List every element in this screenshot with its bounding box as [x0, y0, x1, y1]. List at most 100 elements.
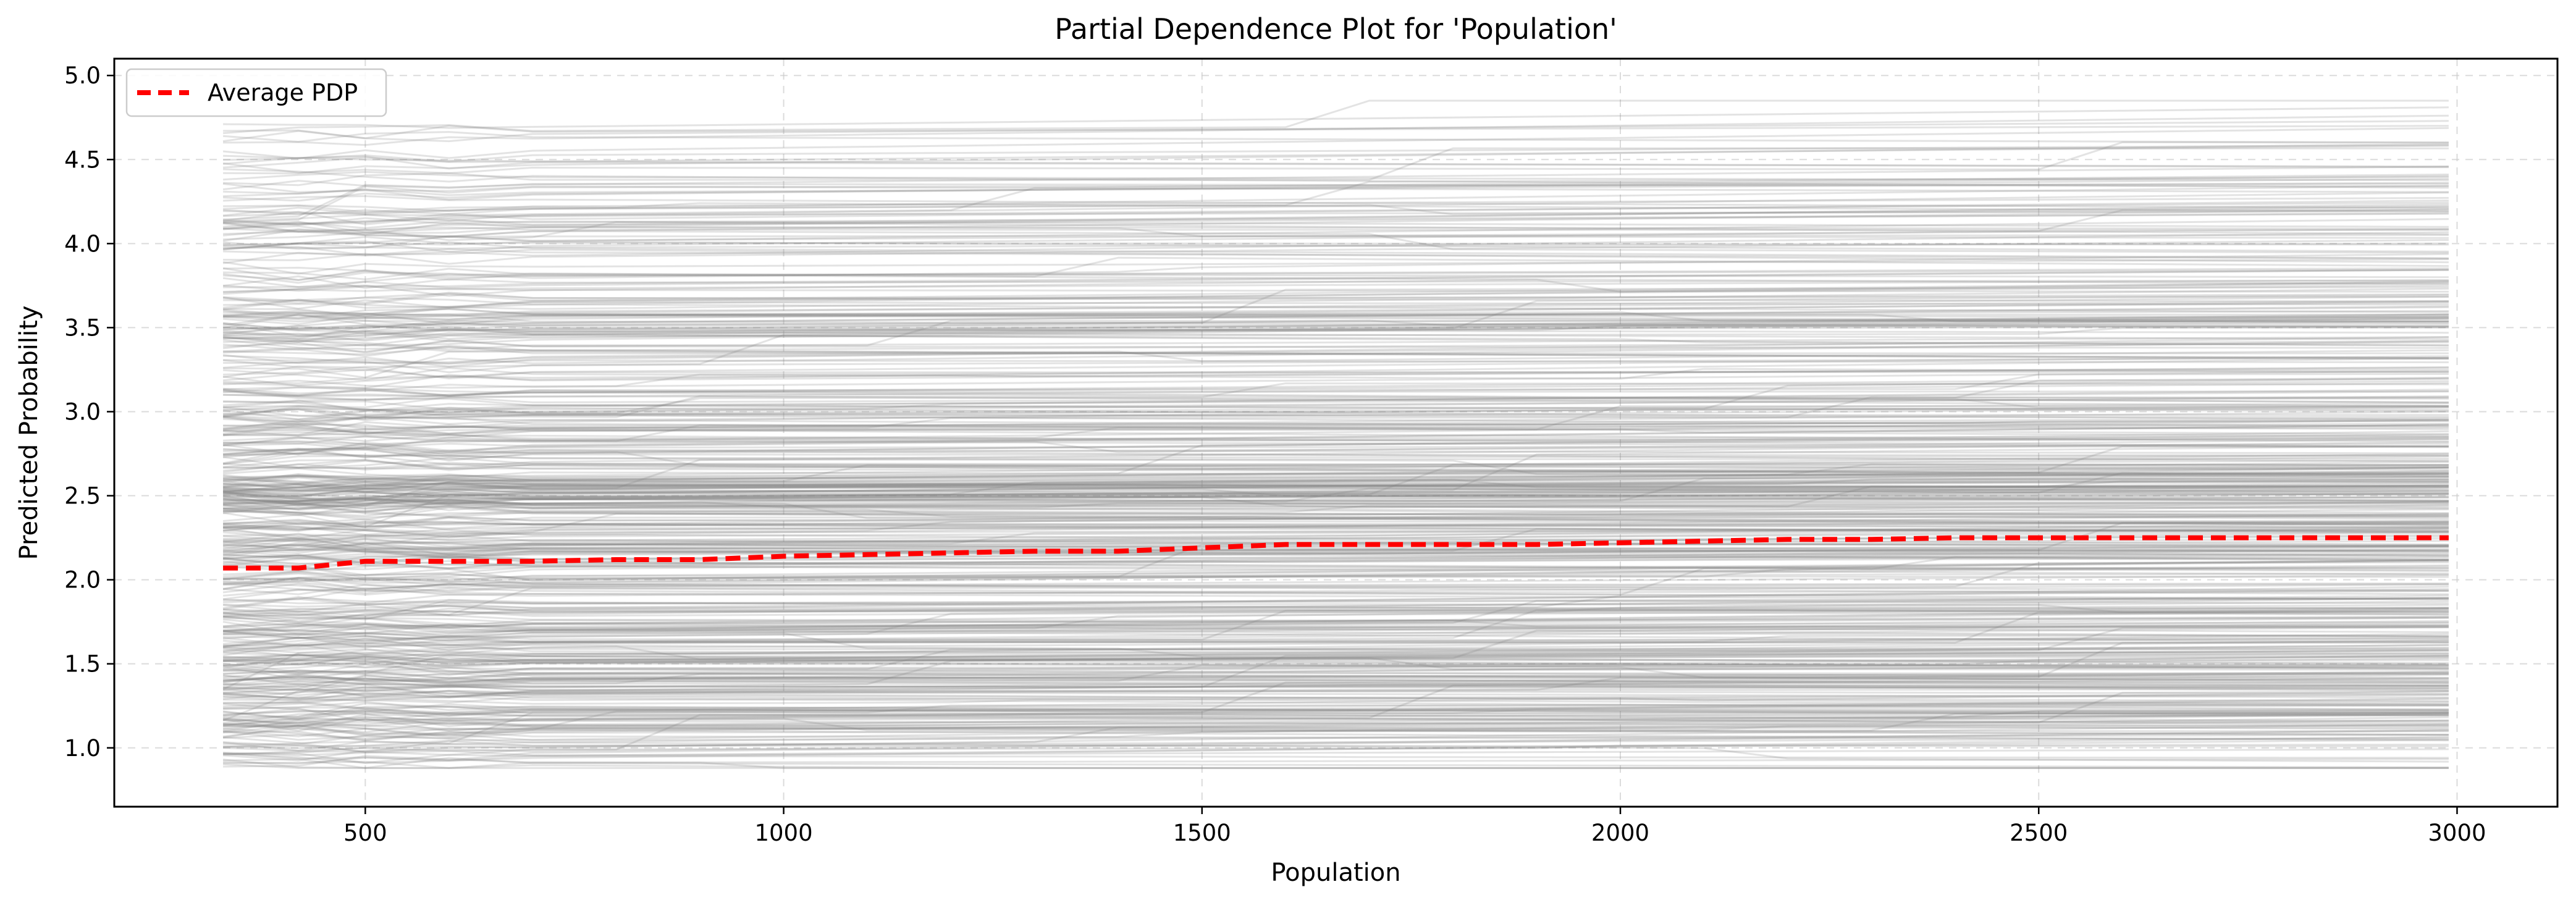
ice-curve: [223, 654, 2449, 670]
ice-curve: [223, 576, 2449, 595]
ice-curve: [223, 279, 2449, 293]
ice-curve: [222, 308, 2449, 319]
ice-curve: [223, 319, 2449, 351]
ice-curve: [223, 493, 2449, 506]
ice-curve: [223, 174, 2449, 223]
ice-curve: [222, 513, 2449, 529]
ice-curve: [223, 739, 2449, 764]
ice-curve: [222, 253, 2449, 288]
ice-curve: [222, 241, 2449, 259]
ice-curve: [223, 677, 2449, 699]
ice-curve: [223, 320, 2449, 376]
ice-curve: [222, 597, 2449, 611]
ice-curve: [223, 453, 2449, 507]
ice-curve: [222, 656, 2449, 670]
ice-curve: [223, 549, 2449, 559]
ice-curve: [222, 615, 2449, 633]
ice-curve: [223, 694, 2449, 709]
ice-curve: [223, 345, 2449, 355]
ice-curve: [223, 310, 2449, 326]
x-tick-label: 1500: [1173, 820, 1231, 846]
ice-curve: [222, 447, 2449, 455]
ice-curve: [222, 646, 2449, 655]
ice-curve: [222, 452, 2449, 465]
ice-curve: [222, 471, 2449, 515]
ice-curve: [222, 416, 2449, 435]
ice-curve: [222, 284, 2449, 309]
ice-curve: [223, 710, 2449, 728]
ice-curve: [223, 445, 2449, 455]
ice-curve: [223, 296, 2449, 309]
ice-curve: [222, 222, 2449, 233]
ice-curve: [223, 655, 2449, 669]
ice-curve: [222, 710, 2449, 721]
y-tick-label: 2.5: [64, 483, 101, 510]
ice-curve: [223, 545, 2449, 578]
x-tick-label: 500: [343, 820, 387, 846]
ice-curve: [222, 183, 2449, 193]
ice-curve: [222, 637, 2449, 657]
ice-curve: [223, 373, 2449, 397]
ice-curve: [223, 437, 2449, 448]
ice-curve: [222, 740, 2449, 752]
ice-curve: [223, 166, 2449, 221]
ice-curve: [223, 204, 2449, 216]
ice-curve: [222, 683, 2449, 695]
ice-curve: [223, 423, 2449, 443]
ice-curve: [223, 230, 2449, 254]
ice-curve: [223, 377, 2449, 397]
ice-curve: [223, 666, 2449, 680]
ice-curve: [222, 717, 2449, 728]
ice-curve: [223, 256, 2449, 278]
ice-curve: [223, 228, 2449, 246]
ice-curve: [223, 544, 2449, 560]
ice-curve: [223, 239, 2449, 265]
ice-curve: [223, 597, 2449, 621]
ice-curve: [223, 143, 2449, 175]
ice-curve: [223, 605, 2449, 616]
ice-curve: [222, 433, 2449, 447]
ice-curve: [223, 734, 2449, 763]
ice-curve: [223, 398, 2449, 412]
ice-curve: [222, 156, 2449, 169]
ice-curve: [223, 313, 2449, 341]
ice-curve: [222, 675, 2449, 688]
ice-curve: [222, 719, 2449, 733]
ice-curve: [223, 621, 2449, 631]
ice-curve: [223, 673, 2449, 702]
y-tick-label: 3.5: [64, 314, 101, 341]
ice-curve: [223, 518, 2449, 529]
ice-curve: [223, 292, 2449, 304]
ice-curve: [222, 704, 2449, 744]
ice-curve: [222, 397, 2449, 419]
ice-curve: [223, 719, 2449, 749]
ice-curve: [223, 389, 2449, 403]
ice-curve: [223, 676, 2449, 684]
ice-curve: [223, 301, 2449, 322]
ice-curve: [223, 203, 2449, 236]
ice-curve: [223, 419, 2449, 451]
ice-curve: [222, 673, 2449, 738]
ice-curve: [222, 325, 2449, 340]
ice-curve: [223, 684, 2449, 691]
ice-curve: [223, 212, 2449, 230]
ice-curve: [223, 284, 2449, 297]
ice-curve: [223, 424, 2449, 447]
ice-curve: [222, 356, 2449, 374]
ice-curve: [223, 748, 2449, 757]
ice-curve: [222, 317, 2449, 350]
ice-curve: [223, 473, 2449, 499]
ice-curve: [223, 588, 2449, 617]
ice-curve: [223, 402, 2449, 421]
ice-curve: [223, 424, 2449, 453]
ice-curve: [222, 491, 2449, 507]
ice-curve: [223, 655, 2449, 667]
ice-curve: [222, 420, 2449, 437]
ice-curve: [223, 600, 2449, 643]
ice-curve: [223, 411, 2449, 431]
ice-curve: [223, 691, 2449, 721]
ice-curve: [223, 603, 2449, 648]
ice-curve: [222, 324, 2449, 340]
ice-curve: [222, 275, 2449, 289]
